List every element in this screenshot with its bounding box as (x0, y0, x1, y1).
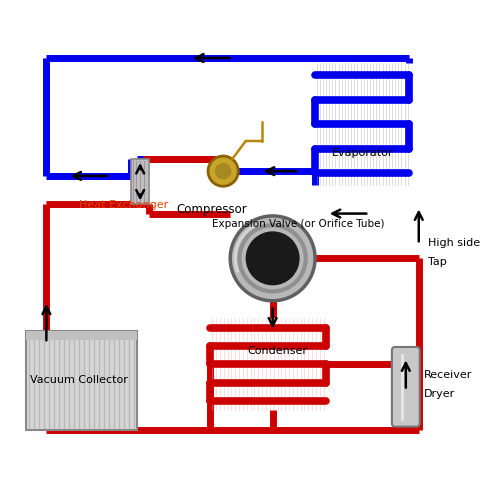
FancyBboxPatch shape (26, 332, 137, 340)
Text: Vacuum Collector: Vacuum Collector (30, 374, 128, 384)
Circle shape (246, 233, 299, 285)
FancyBboxPatch shape (392, 347, 420, 427)
Text: Condenser: Condenser (247, 346, 307, 356)
Text: High side: High side (428, 238, 480, 247)
Text: Dryer: Dryer (424, 388, 455, 398)
Text: Expansion Valve (or Orifice Tube): Expansion Valve (or Orifice Tube) (212, 218, 385, 228)
FancyBboxPatch shape (131, 160, 149, 205)
Text: Compressor: Compressor (176, 203, 247, 216)
Text: Receiver: Receiver (424, 369, 472, 379)
Text: Tap: Tap (428, 256, 447, 266)
Text: Heat Exchanger: Heat Exchanger (79, 200, 168, 210)
Circle shape (230, 216, 315, 301)
Circle shape (215, 164, 231, 180)
Text: Evaporator: Evaporator (332, 148, 393, 158)
Circle shape (208, 157, 238, 187)
FancyBboxPatch shape (26, 332, 137, 431)
